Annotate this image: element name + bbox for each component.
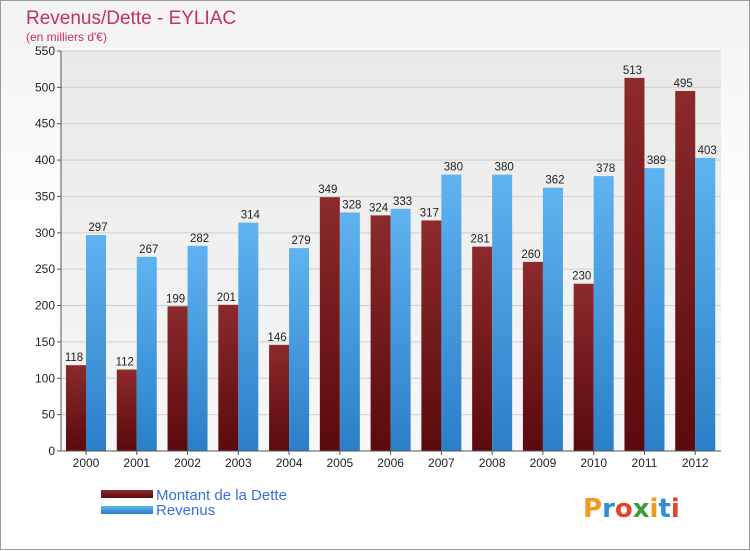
- data-label-debt: 349: [318, 184, 337, 196]
- data-label-debt: 281: [471, 234, 490, 246]
- x-tick-label: 2003: [225, 456, 252, 470]
- x-tick-label: 2007: [428, 456, 455, 470]
- data-label-revenue: 333: [393, 196, 412, 208]
- bar-debt: [370, 215, 391, 451]
- bar-revenue: [339, 212, 360, 451]
- y-tick-label: 200: [35, 299, 55, 313]
- bar-revenue: [542, 187, 563, 451]
- bar-revenue: [390, 208, 411, 451]
- data-label-revenue: 279: [291, 235, 310, 247]
- legend-label-debt: Montant de la Dette: [156, 487, 287, 504]
- data-labels: 118 297 112 267 199 282 201 314 146 279 349 328 324 3…: [65, 65, 717, 369]
- legend-swatch-revenue: [101, 506, 153, 514]
- y-axis-ticks: 0 50 100 150 200 250 300 350 400 450 500 550: [35, 44, 61, 458]
- data-label-debt: 513: [623, 65, 642, 77]
- chart-subtitle: (en milliers d'€): [26, 30, 107, 44]
- data-label-debt: 230: [572, 271, 591, 283]
- data-label-debt: 146: [267, 332, 286, 344]
- bar-debt: [522, 261, 543, 451]
- bar-revenue: [593, 176, 614, 451]
- bar-debt: [624, 77, 645, 451]
- y-tick-label: 100: [35, 371, 55, 385]
- x-tick-label: 2008: [479, 456, 506, 470]
- data-label-revenue: 380: [495, 162, 514, 174]
- x-tick-label: 2012: [682, 456, 709, 470]
- bar-debt: [319, 197, 340, 451]
- x-tick-label: 2005: [326, 456, 353, 470]
- bar-revenue: [136, 256, 157, 451]
- bar-debt: [116, 369, 137, 451]
- bar-debt: [66, 365, 86, 451]
- legend-label-revenue: Revenus: [156, 502, 215, 519]
- svg-text:Proxiti: Proxiti: [583, 494, 680, 524]
- bar-debt: [472, 246, 493, 451]
- bar-debt: [675, 91, 696, 451]
- y-tick-label: 350: [35, 189, 55, 203]
- bar-revenue: [289, 248, 310, 451]
- y-tick-label: 400: [35, 153, 55, 167]
- bars: [66, 77, 716, 452]
- data-label-debt: 199: [166, 293, 185, 305]
- proxiti-logo: Proxiti: [583, 494, 680, 524]
- x-tick-label: 2002: [174, 456, 201, 470]
- x-tick-label: 2000: [73, 456, 100, 470]
- data-label-debt: 118: [65, 352, 83, 364]
- y-tick-label: 500: [35, 80, 55, 94]
- data-label-debt: 260: [521, 249, 540, 261]
- x-tick-label: 2004: [276, 456, 303, 470]
- data-label-revenue: 267: [139, 244, 158, 256]
- data-label-revenue: 328: [342, 199, 361, 211]
- x-tick-label: 2001: [123, 456, 150, 470]
- x-tick-label: 2011: [632, 456, 658, 470]
- data-label-revenue: 314: [241, 210, 261, 222]
- data-label-debt: 324: [369, 202, 389, 214]
- x-tick-label: 2010: [580, 456, 607, 470]
- data-label-revenue: 378: [596, 163, 615, 175]
- data-label-debt: 112: [116, 357, 134, 369]
- y-tick-label: 0: [48, 444, 55, 458]
- bar-debt: [218, 304, 239, 451]
- y-tick-label: 450: [35, 117, 55, 131]
- y-tick-label: 250: [35, 262, 55, 276]
- bar-revenue: [187, 245, 208, 451]
- y-tick-label: 550: [35, 44, 55, 58]
- y-tick-label: 150: [35, 335, 55, 349]
- data-label-debt: 495: [674, 78, 693, 90]
- legend-swatch-debt: [101, 490, 153, 498]
- y-tick-label: 300: [35, 226, 55, 240]
- bar-revenue: [492, 174, 513, 452]
- bar-revenue: [86, 235, 106, 451]
- x-tick-label: 2006: [377, 456, 404, 470]
- data-label-debt: 317: [420, 207, 439, 219]
- data-label-revenue: 403: [698, 145, 717, 157]
- bar-revenue: [695, 157, 716, 451]
- bar-debt: [269, 344, 290, 451]
- y-tick-label: 50: [42, 408, 56, 422]
- x-tick-label: 2009: [530, 456, 557, 470]
- x-axis-ticks: 2000 2001 2002 2003 2004 2005 2006 2007 2008 2009…: [73, 451, 709, 470]
- bar-debt: [573, 283, 594, 451]
- bar-revenue: [238, 222, 259, 451]
- data-label-debt: 201: [217, 292, 236, 304]
- data-label-revenue: 282: [190, 233, 209, 245]
- data-label-revenue: 362: [545, 175, 564, 187]
- data-label-revenue: 389: [647, 155, 666, 167]
- legend: Montant de la Dette Revenus: [101, 487, 287, 519]
- bar-revenue: [644, 168, 665, 451]
- chart-title: Revenus/Dette - EYLIAC: [26, 8, 236, 29]
- bar-debt: [421, 220, 442, 451]
- data-label-revenue: 297: [88, 222, 107, 234]
- bar-revenue: [441, 174, 462, 452]
- bar-debt: [167, 306, 188, 451]
- data-label-revenue: 380: [444, 162, 463, 174]
